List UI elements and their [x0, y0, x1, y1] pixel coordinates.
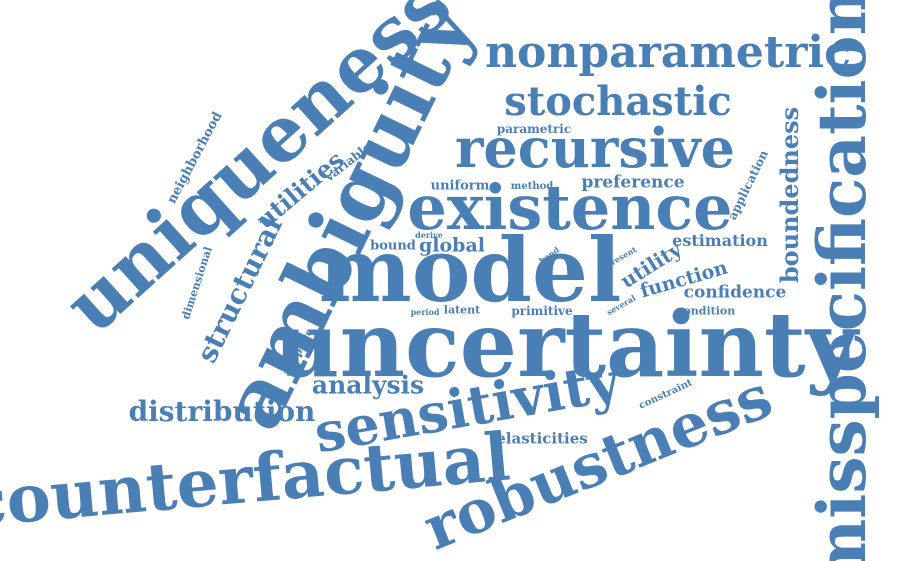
- word-period: period: [410, 307, 440, 317]
- word-derive: derive: [415, 230, 443, 240]
- word-uncertainty: uncertainty: [274, 292, 858, 398]
- word-analysis: analysis: [311, 370, 425, 400]
- word-elasticities: elasticities: [496, 429, 588, 448]
- word-bound: bound: [370, 238, 416, 254]
- word-existence: existence: [407, 171, 733, 244]
- word-nonparametric: nonparametric: [485, 27, 851, 78]
- word-boundedness: boundedness: [775, 106, 804, 284]
- word-method: method: [510, 181, 554, 192]
- word-misspecification: misspecification: [803, 0, 881, 561]
- word-preference: preference: [581, 172, 685, 193]
- word-uniform: uniform: [430, 178, 490, 194]
- word-condition: condition: [676, 304, 736, 318]
- word-global: global: [419, 234, 485, 257]
- word-latent: latent: [443, 303, 481, 317]
- word-parametric: parametric: [496, 122, 572, 136]
- word-confidence: confidence: [683, 282, 787, 303]
- word-stochastic: stochastic: [504, 78, 732, 125]
- word-distribution: distribution: [128, 395, 316, 428]
- word-recursive: recursive: [454, 116, 736, 180]
- word-model: model: [318, 218, 622, 322]
- word-estimation: estimation: [672, 231, 768, 250]
- word-primitive: primitive: [511, 304, 573, 318]
